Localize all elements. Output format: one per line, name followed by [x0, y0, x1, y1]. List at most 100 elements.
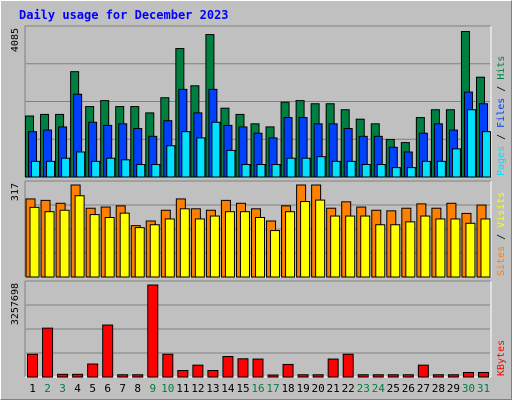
kbytes-bar-kbytes-day-12 [192, 364, 204, 378]
hits-bar-pages-day-26 [406, 167, 416, 178]
kbytes-bar-kbytes-day-23 [357, 374, 369, 378]
kbytes-bar-kbytes-day-10 [162, 353, 174, 378]
hits-bar-pages-day-16 [256, 164, 266, 178]
visits-bar-sites-day-12 [194, 218, 205, 278]
kbytes-bar-kbytes-day-15 [237, 358, 249, 378]
day-label-29: 29 [447, 382, 460, 395]
kbytes-bar-kbytes-day-21 [327, 358, 339, 378]
hits-bar-pages-day-4 [76, 151, 86, 178]
visits-bar-sites-day-4 [74, 195, 85, 278]
visits-bar-sites-day-29 [450, 218, 461, 278]
visits-bar-sites-day-14 [224, 211, 235, 278]
hits-bar-pages-day-24 [376, 164, 386, 178]
kbytes-bar-kbytes-day-5 [87, 363, 99, 378]
kbytes-bar-kbytes-day-28 [432, 374, 444, 378]
day-label-17: 17 [266, 382, 279, 395]
visits-bar-sites-day-5 [89, 214, 100, 278]
hits-bar-pages-day-17 [271, 164, 281, 178]
day-label-12: 12 [191, 382, 204, 395]
visits-bar-sites-day-28 [435, 218, 446, 278]
visits-legend-visits: Visits [496, 192, 507, 228]
day-label-28: 28 [432, 382, 445, 395]
day-label-26: 26 [402, 382, 415, 395]
day-label-22: 22 [342, 382, 355, 395]
day-label-21: 21 [327, 382, 340, 395]
day-label-11: 11 [176, 382, 189, 395]
kbytes-bar-kbytes-day-24 [372, 374, 384, 378]
hits-bar-pages-day-27 [421, 160, 431, 178]
hits-legend-separator: / [496, 128, 507, 146]
visits-bar-sites-day-6 [104, 217, 115, 278]
visits-bar-sites-day-31 [480, 218, 491, 278]
visits-bar-sites-day-24 [375, 224, 386, 278]
day-label-6: 6 [104, 382, 111, 395]
day-label-18: 18 [281, 382, 294, 395]
kbytes-axis-max-label: 3257698 [10, 283, 21, 325]
day-label-3: 3 [59, 382, 66, 395]
visits-bar-sites-day-27 [420, 215, 431, 278]
day-label-27: 27 [417, 382, 430, 395]
kbytes-bar-kbytes-day-8 [132, 374, 144, 378]
hits-bar-pages-day-22 [346, 160, 356, 178]
kbytes-legend-kbytes: KBytes [496, 340, 507, 376]
visits-panel: 317 Sites / Visits [10, 180, 507, 278]
kbytes-bar-kbytes-day-26 [402, 374, 414, 378]
kbytes-bar-kbytes-day-30 [462, 371, 474, 378]
hits-bar-pages-day-25 [391, 167, 401, 178]
visits-bar-sites-day-19 [300, 201, 311, 278]
hits-legend-hits: Hits [496, 56, 507, 80]
visits-bar-sites-day-18 [285, 211, 296, 278]
hits-bar-pages-day-28 [436, 160, 446, 178]
kbytes-legend: KBytes [496, 340, 507, 376]
visits-bar-sites-day-30 [465, 222, 476, 278]
day-label-8: 8 [134, 382, 141, 395]
hits-panel: 4085 Pages / Files / Hits [10, 25, 507, 178]
hits-legend-files: Files [496, 98, 507, 128]
chart-title: Daily usage for December 2023 [19, 8, 229, 22]
hits-bar-pages-day-10 [166, 145, 176, 178]
visits-bar-sites-day-25 [390, 224, 401, 278]
kbytes-bar-kbytes-day-19 [297, 374, 309, 378]
hits-bar-pages-day-20 [316, 156, 326, 178]
hits-bar-pages-day-1 [31, 160, 41, 178]
kbytes-bar-kbytes-day-18 [282, 363, 294, 378]
visits-bar-sites-day-11 [179, 208, 190, 278]
hits-bar-pages-day-11 [181, 131, 191, 178]
kbytes-bar-kbytes-day-14 [222, 356, 234, 378]
hits-bar-pages-day-29 [451, 148, 461, 178]
hits-bar-pages-day-18 [286, 157, 296, 178]
visits-bar-sites-day-22 [345, 215, 356, 278]
hits-bar-pages-day-2 [46, 160, 56, 178]
visits-legend: Sites / Visits [496, 192, 507, 276]
kbytes-bar-kbytes-day-3 [57, 373, 69, 378]
kbytes-bar-kbytes-day-13 [207, 370, 219, 378]
day-labels: 1 2 3 4 5 6 7 8 9 10 11 12 13 14 15 16 17 18 19 20 21 22 23 24 2… [29, 382, 490, 395]
visits-bar-sites-day-3 [59, 209, 70, 278]
hits-bar-pages-day-9 [151, 164, 161, 178]
hits-bar-pages-day-6 [106, 157, 116, 178]
hits-bar-pages-day-21 [331, 160, 341, 178]
visits-bar-sites-day-20 [315, 199, 326, 278]
hits-bar-pages-day-12 [196, 137, 206, 178]
kbytes-bar-kbytes-day-2 [42, 327, 54, 378]
kbytes-bar-kbytes-day-16 [252, 358, 264, 378]
kbytes-bar-kbytes-day-25 [387, 374, 399, 378]
kbytes-bar-kbytes-day-11 [177, 370, 189, 378]
day-label-1: 1 [29, 382, 36, 395]
kbytes-bar-kbytes-day-9 [147, 284, 159, 378]
visits-bar-sites-day-9 [149, 224, 160, 278]
hits-bar-pages-day-31 [481, 131, 491, 178]
hits-bar-pages-day-30 [466, 109, 476, 178]
visits-bar-sites-day-26 [405, 221, 416, 278]
hits-bar-pages-day-8 [136, 164, 146, 178]
visits-bar-sites-day-10 [164, 218, 175, 278]
day-label-30: 30 [462, 382, 475, 395]
visits-legend-sites: Sites [496, 246, 507, 276]
kbytes-panel: 3257698 KBytes [10, 280, 507, 378]
visits-bar-sites-day-8 [134, 227, 145, 278]
visits-axis-max-label: 317 [10, 183, 21, 201]
visits-bar-sites-day-2 [44, 211, 55, 278]
chart-panels: 4085 Pages / Files / Hits 317 Sites / Visit… [10, 25, 507, 378]
day-label-9: 9 [149, 382, 156, 395]
